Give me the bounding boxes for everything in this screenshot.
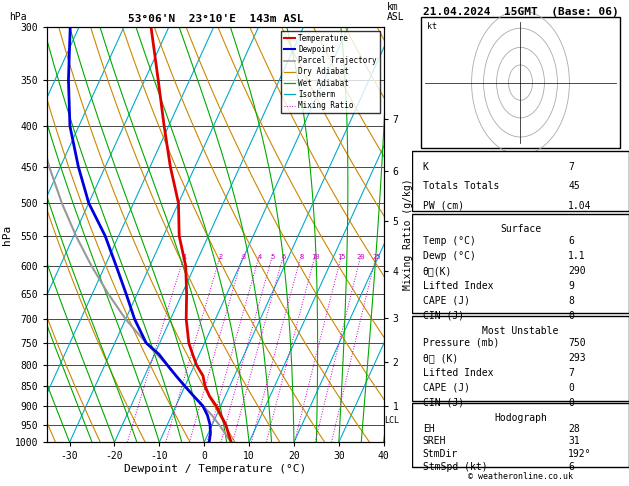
Text: kt: kt <box>427 22 437 31</box>
Text: CAPE (J): CAPE (J) <box>423 383 470 393</box>
Text: 0: 0 <box>568 383 574 393</box>
Text: Totals Totals: Totals Totals <box>423 181 499 191</box>
Bar <box>412 151 629 211</box>
Text: 7: 7 <box>568 368 574 378</box>
Text: 25: 25 <box>372 254 381 260</box>
Text: SREH: SREH <box>423 436 447 446</box>
Text: 7: 7 <box>568 162 574 172</box>
Text: PW (cm): PW (cm) <box>423 201 464 210</box>
Text: 0: 0 <box>568 311 574 321</box>
Y-axis label: hPa: hPa <box>2 225 12 244</box>
Text: 45: 45 <box>568 181 580 191</box>
Text: 1: 1 <box>182 254 187 260</box>
Text: 1.1: 1.1 <box>568 251 586 260</box>
Text: 8: 8 <box>299 254 304 260</box>
Text: LCL: LCL <box>384 417 399 425</box>
Bar <box>412 316 629 401</box>
Text: Pressure (mb): Pressure (mb) <box>423 338 499 347</box>
Text: Most Unstable: Most Unstable <box>482 326 559 336</box>
Bar <box>421 17 620 148</box>
Text: 290: 290 <box>568 266 586 276</box>
Text: 192°: 192° <box>568 449 592 459</box>
Text: 3: 3 <box>241 254 245 260</box>
Bar <box>412 214 629 313</box>
Text: 4: 4 <box>257 254 262 260</box>
Text: θᴇ (K): θᴇ (K) <box>423 353 458 363</box>
Text: 10: 10 <box>311 254 320 260</box>
Text: 21.04.2024  15GMT  (Base: 06): 21.04.2024 15GMT (Base: 06) <box>423 7 618 17</box>
Text: CIN (J): CIN (J) <box>423 311 464 321</box>
Legend: Temperature, Dewpoint, Parcel Trajectory, Dry Adiabat, Wet Adiabat, Isotherm, Mi: Temperature, Dewpoint, Parcel Trajectory… <box>281 31 380 113</box>
Text: StmSpd (kt): StmSpd (kt) <box>423 462 487 471</box>
Text: 9: 9 <box>568 281 574 291</box>
Text: Dewp (°C): Dewp (°C) <box>423 251 476 260</box>
Text: Lifted Index: Lifted Index <box>423 368 493 378</box>
Text: 0: 0 <box>568 398 574 408</box>
Text: © weatheronline.co.uk: © weatheronline.co.uk <box>468 472 573 481</box>
Text: 293: 293 <box>568 353 586 363</box>
Text: θᴇ(K): θᴇ(K) <box>423 266 452 276</box>
Text: 6: 6 <box>568 462 574 471</box>
Text: 2: 2 <box>219 254 223 260</box>
Text: CIN (J): CIN (J) <box>423 398 464 408</box>
Text: StmDir: StmDir <box>423 449 458 459</box>
Text: Hodograph: Hodograph <box>494 413 547 423</box>
Bar <box>412 403 629 467</box>
Text: EH: EH <box>423 424 435 434</box>
Text: K: K <box>423 162 429 172</box>
Text: 53°06'N  23°10'E  143m ASL: 53°06'N 23°10'E 143m ASL <box>128 14 303 24</box>
Text: hPa: hPa <box>9 12 27 22</box>
Text: 6: 6 <box>568 236 574 245</box>
Text: 28: 28 <box>568 424 580 434</box>
X-axis label: Dewpoint / Temperature (°C): Dewpoint / Temperature (°C) <box>125 464 306 474</box>
Text: Temp (°C): Temp (°C) <box>423 236 476 245</box>
Text: km
ASL: km ASL <box>387 2 404 22</box>
Text: CAPE (J): CAPE (J) <box>423 296 470 306</box>
Text: 5: 5 <box>270 254 275 260</box>
Text: Surface: Surface <box>500 224 541 234</box>
Text: 750: 750 <box>568 338 586 347</box>
Text: Lifted Index: Lifted Index <box>423 281 493 291</box>
Text: 20: 20 <box>357 254 365 260</box>
Y-axis label: Mixing Ratio (g/kg): Mixing Ratio (g/kg) <box>403 179 413 290</box>
Text: 8: 8 <box>568 296 574 306</box>
Text: 6: 6 <box>282 254 286 260</box>
Text: 15: 15 <box>338 254 346 260</box>
Text: 31: 31 <box>568 436 580 446</box>
Text: 1.04: 1.04 <box>568 201 592 210</box>
